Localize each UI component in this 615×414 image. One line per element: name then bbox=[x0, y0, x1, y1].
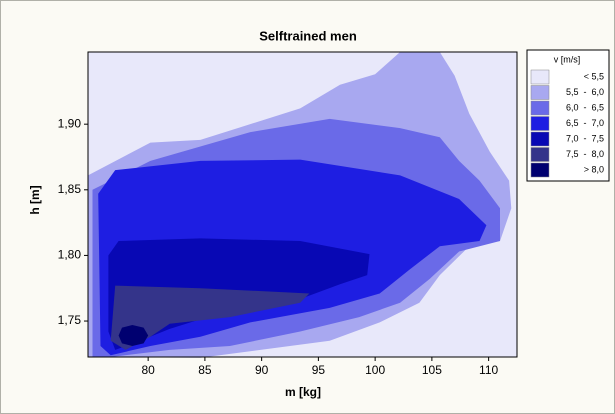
x-tick-label: 95 bbox=[312, 363, 326, 377]
legend-swatch bbox=[530, 162, 550, 178]
legend-label: 5,5 - 6,0 bbox=[566, 87, 604, 97]
contour-region bbox=[118, 325, 149, 346]
legend-swatch bbox=[530, 131, 550, 147]
x-tick-label: 80 bbox=[141, 363, 155, 377]
y-axis-label: h [m] bbox=[28, 185, 42, 214]
legend: v [m/s] < 5,5 5,5 - 6,0 6,0 - 6,5 6,5 - 7,0… bbox=[526, 49, 610, 182]
x-axis-label: m [kg] bbox=[285, 385, 321, 399]
legend-label: 6,0 - 6,5 bbox=[566, 102, 604, 112]
legend-title: v [m/s] bbox=[554, 54, 581, 64]
legend-label: 7,5 - 8,0 bbox=[566, 149, 604, 159]
y-tick-label: 1,85 bbox=[58, 182, 82, 196]
x-tick-label: 90 bbox=[255, 363, 269, 377]
legend-swatch bbox=[530, 69, 550, 85]
x-tick-label: 100 bbox=[365, 363, 385, 377]
chart-title: Selftrained men bbox=[259, 28, 357, 43]
x-tick-label: 110 bbox=[479, 363, 498, 377]
legend-swatch bbox=[530, 116, 550, 131]
legend-label: < 5,5 bbox=[584, 71, 604, 81]
legend-label: > 8,0 bbox=[584, 164, 604, 174]
legend-swatch bbox=[530, 100, 550, 116]
legend-label: 6,5 - 7,0 bbox=[566, 118, 604, 128]
y-tick-label: 1,90 bbox=[58, 116, 82, 130]
plot-frame bbox=[87, 51, 518, 358]
x-tick-label: 85 bbox=[198, 363, 212, 377]
legend-swatch bbox=[530, 85, 550, 100]
contour-region bbox=[110, 285, 310, 350]
x-tick-label: 105 bbox=[422, 363, 442, 377]
legend-swatch bbox=[530, 147, 550, 162]
y-tick-label: 1,80 bbox=[58, 248, 82, 262]
legend-label: 7,0 - 7,5 bbox=[566, 133, 604, 143]
y-tick-label: 1,75 bbox=[58, 313, 82, 327]
plot-area bbox=[87, 51, 518, 358]
